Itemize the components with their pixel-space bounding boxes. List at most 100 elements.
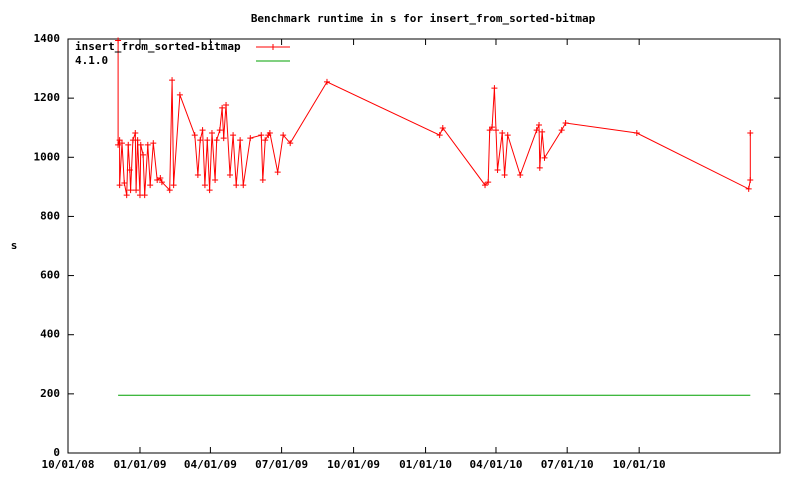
y-tick-label: 400 (40, 328, 60, 341)
data-point (144, 141, 151, 148)
y-tick-label: 0 (53, 446, 60, 459)
y-tick-label: 800 (40, 209, 60, 222)
data-point (204, 137, 211, 144)
data-point (747, 177, 754, 184)
data-point (125, 141, 132, 148)
data-point (492, 127, 499, 134)
data-point (126, 167, 133, 174)
data-point (323, 78, 330, 85)
data-point (212, 177, 219, 184)
data-point (140, 151, 147, 158)
y-tick-label: 1200 (34, 91, 61, 104)
data-point (213, 137, 220, 144)
y-tick-label: 600 (40, 269, 60, 282)
data-point (127, 187, 134, 194)
data-point (118, 140, 125, 147)
y-tick-label: 1400 (34, 32, 61, 45)
data-point (258, 132, 265, 139)
data-point (499, 130, 506, 137)
data-point (533, 127, 540, 134)
data-point (134, 137, 141, 144)
data-point (287, 140, 294, 147)
data-point (115, 37, 122, 44)
data-point (274, 169, 281, 176)
data-point (482, 182, 489, 189)
data-point (494, 167, 501, 174)
data-point (176, 91, 183, 98)
chart-title: Benchmark runtime in s for insert_from_s… (251, 12, 596, 25)
legend-label: insert_from_sorted-bitmap (75, 40, 241, 53)
x-tick-label: 07/01/09 (255, 458, 308, 471)
data-point (154, 177, 161, 184)
data-point (240, 182, 247, 189)
data-point (541, 154, 548, 161)
data-point (439, 125, 446, 132)
data-point (536, 122, 543, 129)
data-point (436, 132, 443, 139)
x-tick-label: 10/01/10 (613, 458, 666, 471)
data-point (633, 130, 640, 137)
data-point (169, 77, 176, 84)
legend-marker (270, 44, 276, 50)
data-point (230, 132, 237, 139)
legend-label: 4.1.0 (75, 54, 108, 67)
data-point (115, 141, 122, 148)
x-tick-label: 10/01/09 (327, 458, 380, 471)
data-point (259, 177, 266, 184)
data-point (170, 182, 177, 189)
data-point (539, 128, 546, 135)
data-point (121, 180, 128, 187)
data-point (223, 101, 230, 108)
data-point (133, 187, 140, 194)
data-point (219, 104, 226, 111)
x-tick-label: 10/01/08 (42, 458, 95, 471)
y-tick-label: 200 (40, 387, 60, 400)
series-line (117, 40, 751, 196)
x-tick-label: 04/01/09 (184, 458, 237, 471)
data-point (237, 137, 244, 144)
data-point (208, 130, 215, 137)
data-point (197, 137, 204, 144)
data-point (123, 192, 130, 199)
data-point (266, 130, 273, 137)
data-point (206, 187, 213, 194)
data-point (489, 124, 496, 131)
data-point (191, 132, 198, 139)
data-point (158, 179, 165, 186)
data-point (216, 127, 223, 134)
data-point (504, 132, 511, 139)
data-point (536, 164, 543, 171)
data-point (485, 179, 492, 186)
data-point (166, 187, 173, 194)
data-point (199, 127, 206, 134)
data-point (150, 140, 157, 147)
data-point (157, 174, 164, 181)
data-point (517, 172, 524, 179)
x-tick-label: 01/01/09 (113, 458, 166, 471)
x-tick-label: 04/01/10 (469, 458, 522, 471)
data-point (201, 182, 208, 189)
data-point (262, 137, 269, 144)
x-tick-label: 01/01/10 (399, 458, 452, 471)
data-point (747, 130, 754, 137)
data-point (137, 141, 144, 148)
data-point (132, 130, 139, 137)
data-point (141, 192, 148, 199)
y-axis-label: s (11, 239, 18, 252)
data-point (247, 135, 254, 142)
data-point (745, 185, 752, 192)
data-point (220, 135, 227, 142)
data-point (226, 172, 233, 179)
data-point (280, 132, 287, 139)
data-point (491, 85, 498, 92)
data-point (501, 172, 508, 179)
y-tick-label: 1000 (34, 150, 61, 163)
data-point (116, 182, 123, 189)
x-tick-label: 07/01/10 (541, 458, 594, 471)
data-point (233, 182, 240, 189)
data-point (558, 127, 565, 134)
data-point (562, 119, 569, 126)
data-point (147, 182, 154, 189)
data-point (194, 172, 201, 179)
